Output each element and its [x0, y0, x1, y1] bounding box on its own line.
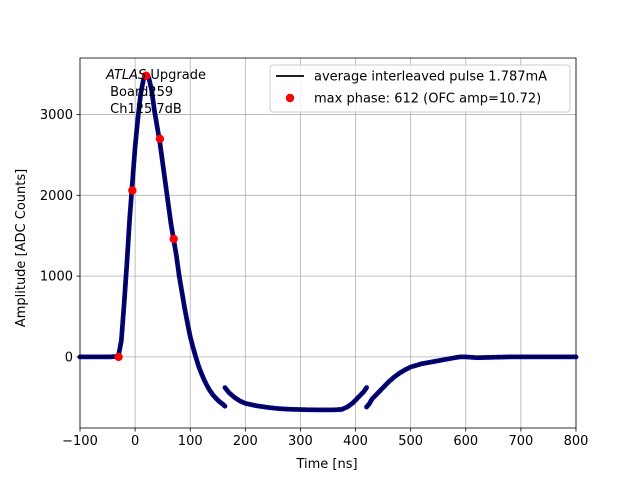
- x-tick-label: 200: [233, 434, 258, 449]
- y-axis-label: Amplitude [ADC Counts]: [14, 169, 29, 327]
- max-phase-point: [141, 71, 151, 80]
- max-phase-point: [169, 234, 178, 244]
- x-tick-label: 500: [398, 434, 423, 449]
- plot-frame: [79, 57, 577, 429]
- legend-label-pulse: average interleaved pulse 1.787mA: [314, 70, 547, 85]
- legend: average interleaved pulse 1.787mA max ph…: [269, 64, 571, 113]
- series-layer: [77, 71, 579, 413]
- y-tick-label: 2000: [40, 189, 73, 204]
- y-tick-label: 0: [65, 350, 73, 365]
- pulse-line: [80, 73, 226, 407]
- y-tick-label: 3000: [40, 108, 73, 123]
- x-tick-label: 100: [178, 434, 203, 449]
- ticks: −100 0 100 200 300 400 500 600 700 800 0 1000 2000 30…: [40, 108, 589, 449]
- legend-label-max-phase: max phase: 612 (OFC amp=10.72): [314, 92, 541, 107]
- x-axis-label: Time [ns]: [295, 457, 357, 472]
- x-tick-label: −100: [62, 434, 98, 449]
- max-phase-point: [155, 134, 165, 143]
- annotation-upgrade: Upgrade: [146, 68, 206, 83]
- pulse-line: [366, 356, 576, 408]
- y-tick-label: 1000: [40, 270, 73, 285]
- x-tick-label: 400: [343, 434, 368, 449]
- x-tick-label: 800: [564, 434, 589, 449]
- axes: [79, 57, 577, 429]
- max-phase-point: [114, 352, 123, 362]
- x-tick-label: 300: [288, 434, 313, 449]
- x-tick-label: 600: [453, 434, 478, 449]
- x-tick-label: 700: [508, 434, 533, 449]
- annotation-line-2: Board259: [106, 85, 173, 100]
- atlas-annotation: ATLAS Upgrade Board259 Ch125 7dB: [105, 68, 206, 117]
- legend-marker-swatch: [285, 93, 295, 103]
- annotation-atlas-italic: ATLAS: [105, 68, 146, 83]
- x-tick-label: 0: [131, 434, 139, 449]
- legend-box: [269, 64, 571, 113]
- annotation-line-3: Ch125 7dB: [106, 102, 182, 117]
- annotation-line-1: ATLAS Upgrade: [105, 68, 206, 83]
- pulse-line: [224, 387, 367, 411]
- max-phase-point: [128, 186, 137, 195]
